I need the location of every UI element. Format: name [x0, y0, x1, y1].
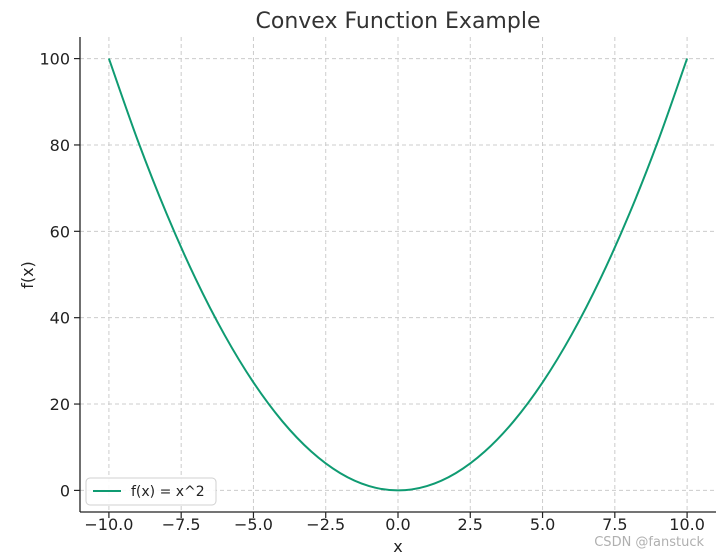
- watermark: CSDN @fanstuck: [594, 535, 704, 550]
- y-tick-label: 80: [50, 136, 70, 155]
- series-line: [107, 58, 689, 492]
- legend: f(x) = x^2: [85, 477, 217, 506]
- y-ticks: 0 20 40 60 80 100: [39, 50, 80, 500]
- legend-box: [85, 477, 217, 506]
- y-tick-label: 20: [50, 395, 70, 414]
- y-tick-label: 0: [60, 481, 70, 500]
- x-tick-label: 2.5: [458, 515, 483, 534]
- x-tick-label: 0.0: [385, 515, 410, 534]
- x-tick-label: 7.5: [602, 515, 627, 534]
- x-tick-label: 5.0: [530, 515, 555, 534]
- y-tick-label: 40: [50, 309, 70, 328]
- y-tick-label: 100: [39, 50, 70, 69]
- x-tick-label: −7.5: [162, 515, 201, 534]
- legend-label: f(x) = x^2: [131, 484, 205, 500]
- x-ticks: −10.0 −7.5 −5.0 −2.5 0.0 2.5 5.0 7.5 10.0: [84, 512, 705, 534]
- x-tick-label: 10.0: [669, 515, 705, 534]
- y-tick-label: 60: [50, 222, 70, 241]
- y-axis-label: f(x): [18, 261, 37, 289]
- series-layer: [107, 58, 689, 492]
- x-tick-label: −2.5: [306, 515, 345, 534]
- x-tick-label: −5.0: [234, 515, 273, 534]
- grid: [80, 37, 716, 512]
- x-axis-label: x: [393, 537, 402, 556]
- chart-title: Convex Function Example: [256, 9, 541, 34]
- x-tick-label: −10.0: [84, 515, 133, 534]
